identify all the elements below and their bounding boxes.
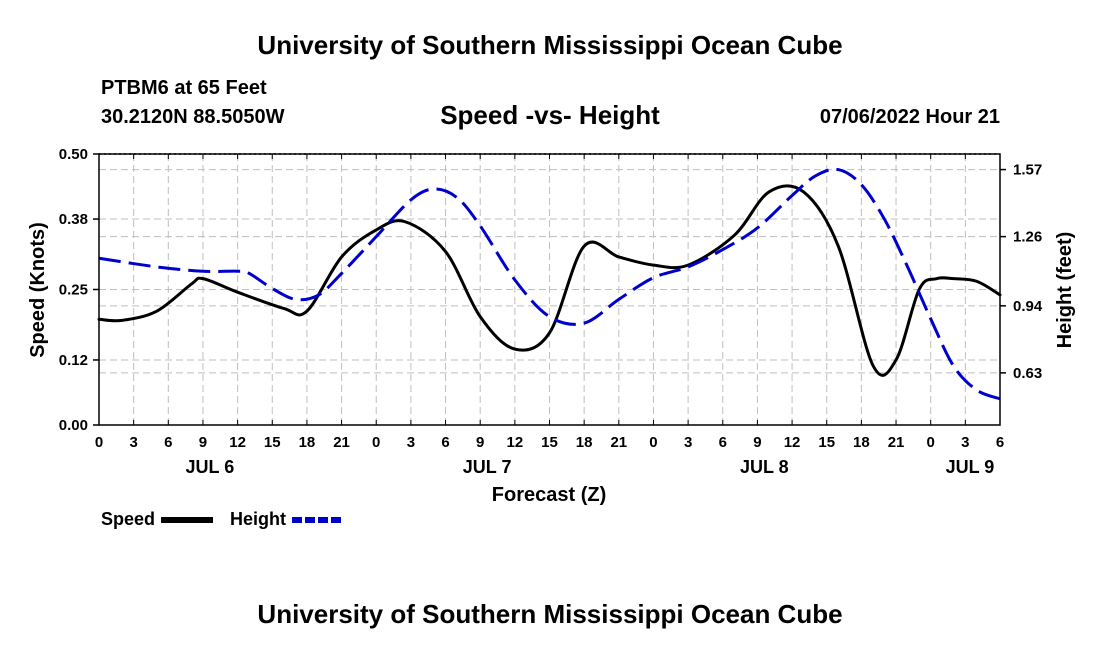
date-label: JUL 7 <box>463 457 512 477</box>
legend-label-speed: Speed <box>101 509 155 529</box>
x-tick-label: 3 <box>961 434 969 451</box>
x-axis-title: Forecast (Z) <box>492 484 606 506</box>
date-label: JUL 8 <box>740 457 789 477</box>
date-label: JUL 6 <box>186 457 235 477</box>
y-tick-label: 0.25 <box>59 282 88 299</box>
coordinates-label: 30.2120N 88.5050W <box>101 106 285 128</box>
x-tick-label: 12 <box>229 434 246 451</box>
y2-tick-label: 0.94 <box>1013 298 1043 315</box>
x-tick-label: 21 <box>610 434 627 451</box>
station-label: PTBM6 at 65 Feet <box>101 77 267 99</box>
x-tick-label: 21 <box>333 434 350 451</box>
x-tick-label: 0 <box>372 434 380 451</box>
y-tick-label: 0.38 <box>59 211 88 228</box>
x-tick-label: 6 <box>996 434 1004 451</box>
x-tick-label: 9 <box>199 434 207 451</box>
x-tick-label: 15 <box>818 434 835 451</box>
date-label: JUL 9 <box>946 457 995 477</box>
y2-tick-label: 0.63 <box>1013 365 1042 382</box>
footer-title: University of Southern Mississippi Ocean… <box>257 599 843 629</box>
x-tick-label: 12 <box>507 434 524 451</box>
chart-title: University of Southern Mississippi Ocean… <box>257 30 843 60</box>
x-tick-label: 9 <box>476 434 484 451</box>
x-tick-label: 3 <box>684 434 692 451</box>
x-tick-label: 0 <box>95 434 103 451</box>
x-tick-label: 3 <box>407 434 415 451</box>
y-tick-label: 0.12 <box>59 352 88 369</box>
x-tick-label: 9 <box>753 434 761 451</box>
chart-subtitle: Speed -vs- Height <box>440 100 660 130</box>
x-tick-label: 3 <box>129 434 137 451</box>
y2-tick-label: 1.26 <box>1013 229 1042 246</box>
x-tick-label: 0 <box>649 434 657 451</box>
x-tick-label: 6 <box>164 434 172 451</box>
y2-axis-title: Height (feet) <box>1054 232 1076 349</box>
x-tick-label: 6 <box>441 434 449 451</box>
series-layer <box>97 167 1002 401</box>
y-axis-title: Speed (Knots) <box>27 222 49 358</box>
ticks <box>93 153 1006 426</box>
series-line-speed <box>97 184 1002 377</box>
x-tick-label: 18 <box>576 434 593 451</box>
timestamp-label: 07/06/2022 Hour 21 <box>819 106 1000 128</box>
y2-tick-label: 1.57 <box>1013 162 1042 179</box>
legend: Speed Height <box>101 509 342 529</box>
y-tick-label: 0.00 <box>59 417 88 434</box>
x-tick-label: 15 <box>264 434 281 451</box>
x-tick-label: 21 <box>888 434 905 451</box>
series-line-height <box>98 167 1001 401</box>
x-tick-label: 12 <box>784 434 801 451</box>
y-tick-label: 0.50 <box>59 146 88 163</box>
x-tick-label: 18 <box>299 434 316 451</box>
x-tick-label: 6 <box>719 434 727 451</box>
legend-label-height: Height <box>230 509 286 529</box>
tick-labels: 0 3 6 9 12 15 18 21 0 3 6 9 12 15 18 21 0 3 6 9 12 15 18 21 0 3 6 0… <box>59 146 1043 477</box>
x-tick-label: 0 <box>927 434 935 451</box>
x-tick-label: 15 <box>541 434 558 451</box>
x-tick-label: 18 <box>853 434 870 451</box>
